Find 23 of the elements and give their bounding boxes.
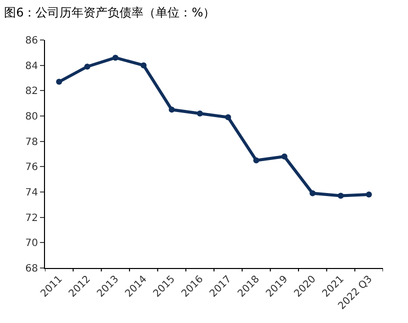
point [366,192,372,198]
point [84,64,90,70]
y-tick-label: 84 [25,60,38,72]
y-tick-label: 80 [25,112,38,122]
point [196,110,203,116]
point [338,192,344,199]
point [140,62,147,68]
y-tick-label: 78 [25,136,38,148]
y-tick-label: 82 [25,86,38,98]
point [281,154,288,160]
point [253,157,260,164]
y-tick-label: 72 [25,212,38,224]
point [112,54,118,61]
chart-title: 图6：公司历年资产负债率（单位：%） [4,5,216,20]
point [168,106,175,113]
y-tick-label: 86 [25,36,38,46]
y-tick-label: 76 [25,162,38,174]
y-tick-label: 74 [25,188,38,198]
point [56,78,62,85]
point [225,114,232,120]
y-tick-label: 70 [25,238,38,250]
y-tick-label: 68 [25,264,38,274]
point [310,190,316,196]
